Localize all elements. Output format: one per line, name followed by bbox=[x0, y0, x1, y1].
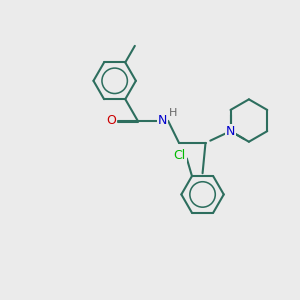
Text: N: N bbox=[226, 124, 235, 138]
Text: Cl: Cl bbox=[173, 149, 186, 162]
Text: N: N bbox=[158, 114, 167, 127]
Text: H: H bbox=[169, 109, 177, 118]
Text: O: O bbox=[106, 114, 116, 127]
